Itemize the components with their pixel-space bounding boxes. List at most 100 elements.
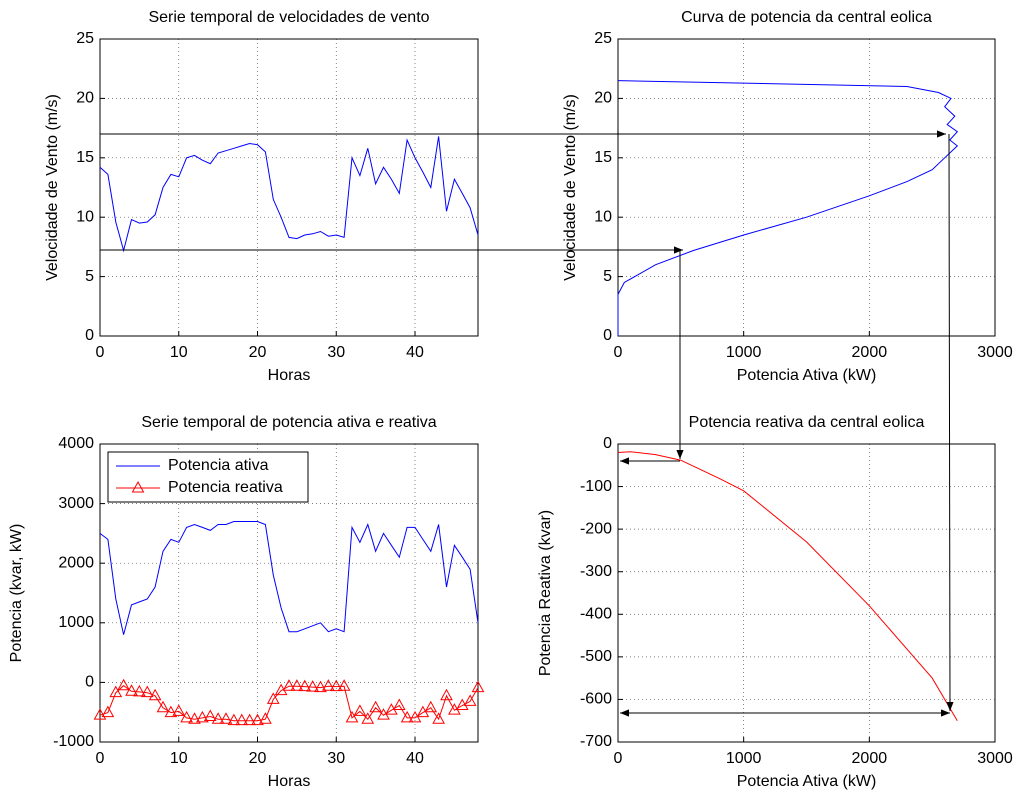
- data-marker: [211, 712, 225, 724]
- data-marker: [164, 705, 178, 718]
- x-tick-label: 0: [614, 344, 623, 361]
- axes-box: [617, 443, 996, 743]
- plot-area: [618, 444, 995, 742]
- data-line: [617, 80, 959, 336]
- data-marker: [432, 712, 445, 724]
- data-marker: [101, 705, 115, 718]
- data-marker: [219, 712, 233, 724]
- y-tick-label: 5: [85, 268, 94, 285]
- y-tick-label: -400: [580, 606, 612, 623]
- y-tick-label: 0: [603, 327, 612, 344]
- data-marker: [148, 688, 162, 701]
- y-tick-label: -100: [580, 478, 612, 495]
- data-line: [99, 521, 479, 635]
- legend-label: Potencia ativa: [168, 457, 269, 474]
- y-tick-label: -600: [580, 691, 612, 708]
- data-marker: [251, 713, 264, 726]
- x-axis-label: Horas: [268, 367, 311, 384]
- x-tick-label: 30: [327, 750, 345, 767]
- chart-title: Serie temporal de potencia ativa e reati…: [141, 414, 436, 431]
- data-marker: [117, 678, 130, 691]
- data-marker: [463, 694, 477, 706]
- y-tick-label: 0: [85, 674, 94, 691]
- y-tick-label: 2000: [58, 554, 94, 571]
- y-axis-label: Velocidade de Vento (m/s): [562, 94, 579, 281]
- x-tick-label: 20: [249, 344, 267, 361]
- x-tick-label: 40: [406, 750, 424, 767]
- x-tick-label: 20: [249, 750, 267, 767]
- annotation-arrows: [100, 130, 954, 717]
- x-tick-label: 1000: [726, 750, 762, 767]
- legend-label: Potencia reativa: [168, 479, 283, 496]
- data-marker: [392, 698, 406, 711]
- x-tick-label: 40: [406, 344, 424, 361]
- data-marker: [259, 712, 272, 724]
- data-marker: [133, 684, 146, 697]
- x-axis-label: Potencia Ativa (kW): [737, 367, 877, 384]
- data-marker: [322, 679, 335, 691]
- y-tick-label: 25: [76, 30, 94, 47]
- data-marker: [109, 685, 123, 698]
- legend-box: [107, 451, 309, 503]
- data-marker: [282, 679, 296, 691]
- y-tick-label: 10: [76, 208, 94, 225]
- data-marker: [180, 710, 193, 723]
- y-tick-label: 25: [594, 30, 612, 47]
- y-tick-label: -500: [580, 648, 612, 665]
- y-tick-label: 15: [594, 149, 612, 166]
- y-tick-label: 4000: [58, 435, 94, 452]
- plot-area: [100, 39, 478, 336]
- x-tick-label: 0: [614, 750, 623, 767]
- y-tick-label: 3000: [58, 495, 94, 512]
- y-tick-label: 15: [76, 149, 94, 166]
- y-tick-label: 1000: [58, 614, 94, 631]
- data-marker: [203, 709, 217, 721]
- y-tick-label: 0: [85, 327, 94, 344]
- data-marker: [140, 685, 154, 698]
- legend-marker: [131, 480, 145, 493]
- data-marker: [196, 710, 209, 723]
- y-tick-label: -200: [580, 520, 612, 537]
- chart-title: Serie temporal de velocidades de vento: [148, 9, 429, 26]
- data-marker: [266, 692, 280, 704]
- data-marker: [93, 708, 107, 720]
- x-tick-label: 10: [170, 750, 188, 767]
- data-marker: [172, 704, 186, 716]
- x-tick-label: 1000: [726, 344, 762, 361]
- x-tick-label: 30: [327, 344, 345, 361]
- arrow: [946, 133, 954, 712]
- data-marker: [298, 679, 312, 692]
- plots: 0 10 20 30 40 0 5 10 15 20 25 Serie temporal de vel…: [8, 9, 1013, 790]
- y-tick-label: -300: [580, 563, 612, 580]
- data-marker: [306, 680, 319, 692]
- plot-area: [618, 39, 995, 336]
- x-tick-label: 2000: [852, 344, 888, 361]
- data-marker: [337, 679, 351, 691]
- y-axis-label: Velocidade de Vento (m/s): [44, 94, 61, 281]
- x-tick-label: 0: [96, 344, 105, 361]
- data-marker: [361, 712, 375, 724]
- data-marker: [227, 713, 241, 726]
- data-line: [617, 451, 958, 721]
- chart-title: Curva de potencia da central eolica: [681, 9, 932, 26]
- axes-box: [99, 38, 479, 337]
- axes-box: [99, 443, 479, 743]
- y-tick-label: 10: [594, 208, 612, 225]
- x-tick-label: 2000: [852, 750, 888, 767]
- data-marker: [400, 710, 414, 723]
- x-axis-label: Horas: [268, 773, 311, 790]
- data-marker: [369, 700, 382, 713]
- data-marker: [424, 700, 438, 713]
- data-marker: [314, 680, 327, 693]
- y-tick-label: 0: [603, 435, 612, 452]
- y-tick-label: 20: [594, 90, 612, 107]
- y-tick-label: -700: [580, 733, 612, 750]
- x-tick-label: 3000: [977, 344, 1013, 361]
- y-tick-label: -1000: [53, 733, 94, 750]
- y-tick-label: 5: [603, 268, 612, 285]
- data-marker: [329, 679, 343, 692]
- data-marker: [188, 712, 201, 724]
- x-tick-label: 3000: [977, 750, 1013, 767]
